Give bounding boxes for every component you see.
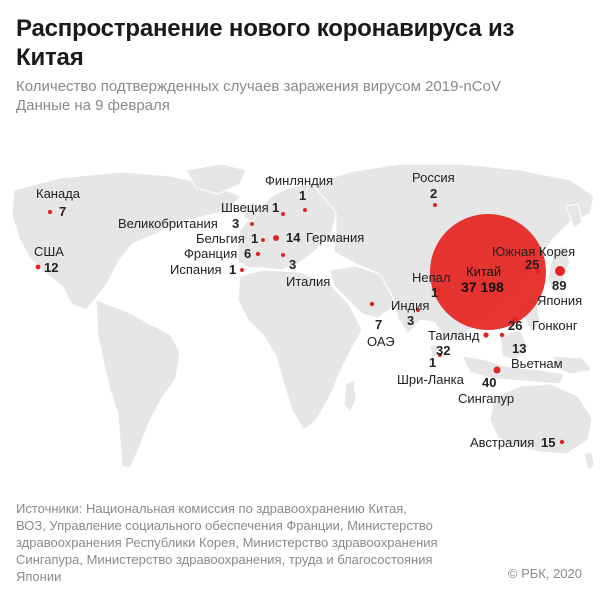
label-sri-lanka: Шри-Ланка	[397, 372, 465, 387]
marker-germany	[273, 235, 279, 241]
label-india: Индия	[391, 298, 429, 313]
marker-thailand	[483, 332, 489, 338]
marker-russia	[433, 203, 437, 207]
label-south-korea: Южная Корея	[492, 244, 575, 259]
cases-uk: 3	[232, 216, 239, 231]
sources-line: Источники: Национальная комиссия по здра…	[16, 501, 407, 516]
chart-title: Распространение нового коронавируса из К…	[16, 15, 515, 71]
land-kamchatka	[565, 203, 583, 229]
land-greenland	[185, 163, 247, 195]
copyright: © РБК, 2020	[507, 566, 582, 581]
cases-russia: 2	[430, 186, 437, 201]
label-uk: Великобритания	[118, 216, 218, 231]
marker-sweden	[281, 212, 285, 216]
cases-south-korea: 25	[525, 257, 539, 272]
marker-usa	[35, 264, 41, 270]
cases-usa: 12	[44, 260, 58, 275]
land-new-guinea	[553, 355, 593, 375]
cases-india: 3	[407, 313, 414, 328]
cases-nepal: 1	[431, 285, 438, 300]
land-borneo	[499, 329, 529, 361]
label-china: Китай	[466, 264, 501, 279]
label-japan: Япония	[537, 293, 582, 308]
label-thailand: Таиланд	[428, 328, 480, 343]
subtitle-date: Данные на 9 февраля	[16, 97, 170, 114]
cases-spain: 1	[229, 262, 236, 277]
cases-belgium: 1	[251, 231, 258, 246]
label-finland: Финляндия	[265, 173, 333, 188]
chart-subtitle: Количество подтвержденных случаев зараже…	[16, 77, 576, 115]
sources-line: Сингапура, Министерство здравоохранения,…	[16, 552, 433, 567]
cases-finland: 1	[299, 188, 306, 203]
cases-uae: 7	[375, 317, 382, 332]
cases-france: 6	[244, 246, 251, 261]
marker-australia	[559, 439, 565, 445]
china-bubble	[430, 214, 546, 330]
label-spain: Испания	[170, 262, 222, 277]
cases-thailand: 32	[436, 343, 450, 358]
sources-line: Японии	[16, 569, 62, 584]
label-russia: Россия	[412, 170, 455, 185]
sources-note: Источники: Национальная комиссия по здра…	[16, 500, 486, 585]
country-markers	[35, 203, 565, 445]
land-madagascar	[343, 379, 357, 413]
world-map: Канада 7 США 12 Финляндия 1 Россия 2 Шве…	[11, 163, 595, 471]
label-belgium: Бельгия	[196, 231, 245, 246]
marker-italy	[281, 253, 285, 257]
sources-line: здравоохранения Республики Корея, Минист…	[16, 535, 438, 550]
cases-sweden: 1	[272, 200, 279, 215]
cases-china: 37 198	[461, 279, 504, 295]
land-new-zealand	[583, 451, 595, 471]
label-sweden: Швеция	[221, 200, 269, 215]
label-france: Франция	[184, 246, 237, 261]
land-middle-east	[329, 265, 399, 319]
land-indonesia	[461, 355, 565, 385]
label-italy: Италия	[286, 274, 330, 289]
land-africa	[237, 269, 363, 431]
marker-singapore	[493, 366, 501, 374]
label-vietnam: Вьетнам	[511, 356, 563, 371]
label-australia: Австралия	[470, 435, 534, 450]
marker-france	[255, 251, 261, 257]
subtitle-line: Количество подтвержденных случаев зараже…	[16, 78, 501, 95]
cases-canada: 7	[59, 204, 66, 219]
label-nepal: Непал	[412, 270, 450, 285]
cases-vietnam: 13	[512, 341, 526, 356]
marker-spain	[240, 268, 244, 272]
label-germany: Германия	[306, 230, 364, 245]
marker-south-korea	[535, 268, 541, 274]
marker-uae	[369, 301, 375, 307]
label-canada: Канада	[36, 186, 81, 201]
label-uae: ОАЭ	[367, 334, 395, 349]
marker-hong-kong	[512, 317, 518, 323]
cases-australia: 15	[541, 435, 555, 450]
land-australia	[489, 383, 593, 455]
land-sri-lanka	[429, 343, 439, 359]
cases-hong-kong: 26	[508, 318, 522, 333]
marker-japan	[555, 266, 565, 276]
land-south-america	[95, 299, 181, 469]
marker-nepal	[437, 288, 441, 292]
label-singapore: Сингапур	[458, 391, 514, 406]
cases-germany: 14	[286, 230, 301, 245]
sources-line: ВОЗ, Управление социального обеспечения …	[16, 518, 433, 533]
marker-vietnam	[499, 332, 505, 338]
cases-singapore: 40	[482, 375, 496, 390]
cases-sri-lanka: 1	[429, 355, 436, 370]
marker-canada	[47, 209, 53, 215]
label-usa: США	[34, 244, 64, 259]
land-uk	[243, 201, 259, 223]
landmass	[11, 163, 595, 471]
marker-belgium	[261, 238, 265, 242]
marker-india	[416, 308, 420, 312]
cases-italy: 3	[289, 257, 296, 272]
marker-sri-lanka	[438, 353, 442, 357]
label-hong-kong: Гонконг	[532, 318, 578, 333]
cases-japan: 89	[552, 278, 566, 293]
marker-finland	[303, 208, 307, 212]
marker-uk	[250, 222, 254, 226]
land-europe	[237, 183, 337, 271]
